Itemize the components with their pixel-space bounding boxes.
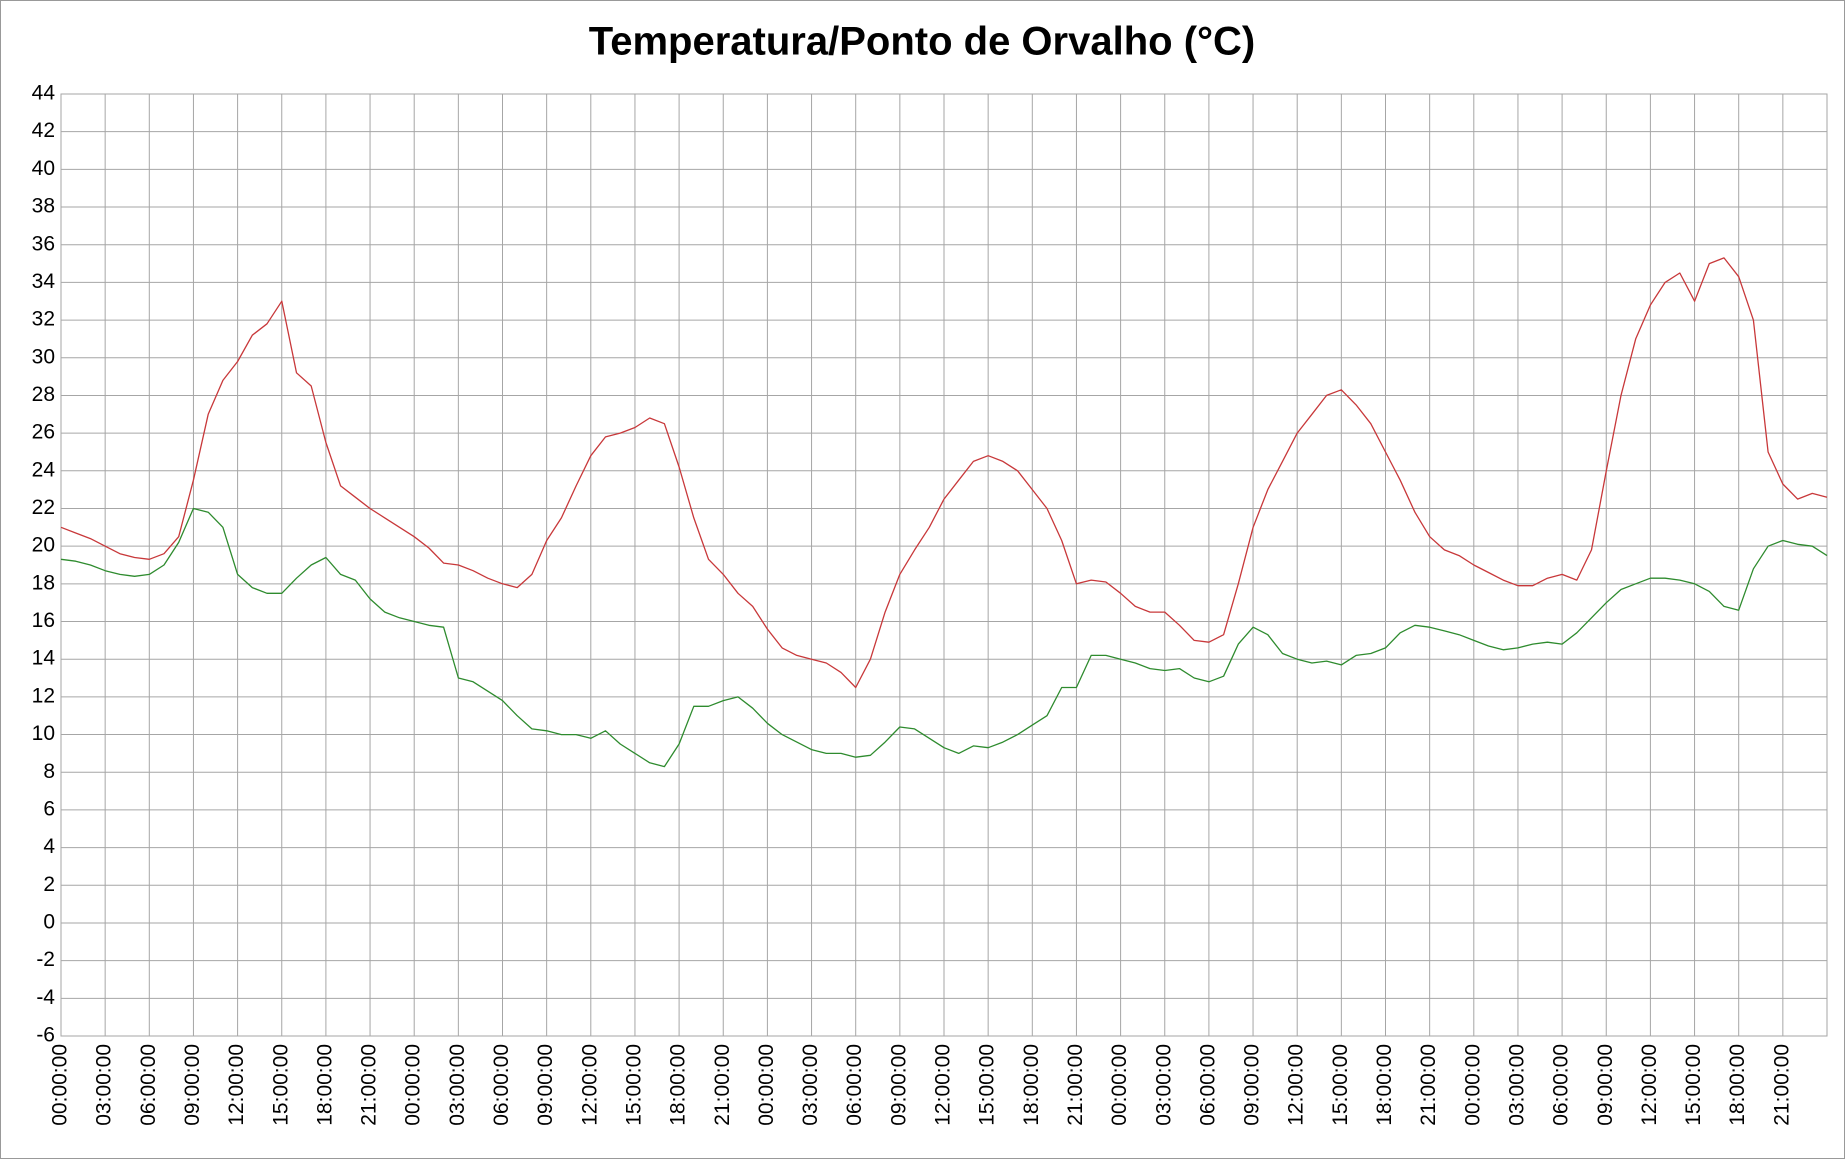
x-tick-label: 06:00:00 — [843, 1044, 866, 1126]
x-tick-label: 15:00:00 — [622, 1044, 645, 1126]
x-tick-label: 06:00:00 — [137, 1044, 160, 1126]
y-tick-label: 40 — [32, 157, 55, 180]
plot-border — [60, 93, 1828, 1037]
x-tick-label: 03:00:00 — [799, 1044, 822, 1126]
chart-title: Temperatura/Ponto de Orvalho (°C) — [589, 20, 1255, 64]
y-tick-label: -2 — [36, 948, 55, 971]
y-tick-label: 26 — [32, 421, 55, 444]
y-tick-label: 2 — [43, 873, 55, 896]
y-tick-label: 32 — [32, 308, 55, 331]
y-tick-label: 6 — [43, 797, 55, 820]
x-tick-label: 09:00:00 — [887, 1044, 910, 1126]
x-tick-label: 12:00:00 — [1285, 1044, 1308, 1126]
y-tick-label: 16 — [32, 609, 55, 632]
x-tick-label: 12:00:00 — [578, 1044, 601, 1126]
x-tick-label: 12:00:00 — [932, 1044, 955, 1126]
x-tick-label: 09:00:00 — [1241, 1044, 1264, 1126]
x-tick-label: 03:00:00 — [1152, 1044, 1175, 1126]
x-tick-label: 06:00:00 — [490, 1044, 513, 1126]
x-tick-label: 15:00:00 — [269, 1044, 292, 1126]
y-tick-label: 28 — [32, 383, 55, 406]
data-line — [60, 257, 1828, 689]
x-tick-label: 09:00:00 — [534, 1044, 557, 1126]
y-tick-label: 0 — [43, 911, 55, 934]
x-tick-label: 09:00:00 — [1594, 1044, 1617, 1126]
x-tick-label: 18:00:00 — [1373, 1044, 1396, 1126]
x-tick-label: 00:00:00 — [1108, 1044, 1131, 1126]
x-tick-label: 21:00:00 — [358, 1044, 381, 1126]
x-tick-label: 09:00:00 — [181, 1044, 204, 1126]
y-tick-label: 24 — [32, 458, 56, 481]
x-tick-label: 06:00:00 — [1550, 1044, 1573, 1126]
x-tick-label: 21:00:00 — [1417, 1044, 1440, 1126]
y-tick-label: 10 — [32, 722, 55, 745]
x-tick-label: 15:00:00 — [976, 1044, 999, 1126]
y-tick-label: 44 — [32, 82, 56, 105]
x-tick-label: 00:00:00 — [49, 1044, 72, 1126]
x-tick-label: 15:00:00 — [1329, 1044, 1352, 1126]
x-tick-label: 00:00:00 — [402, 1044, 425, 1126]
y-tick-label: 30 — [32, 345, 55, 368]
x-tick-label: 03:00:00 — [93, 1044, 116, 1126]
y-tick-label: -4 — [36, 986, 55, 1009]
y-tick-label: 42 — [32, 119, 55, 142]
y-tick-label: 12 — [32, 684, 55, 707]
y-tick-label: -6 — [36, 1024, 55, 1047]
y-tick-label: 4 — [43, 835, 55, 858]
x-tick-label: 18:00:00 — [1020, 1044, 1043, 1126]
y-tick-label: 38 — [32, 195, 55, 218]
y-tick-label: 36 — [32, 232, 55, 255]
x-tick-label: 00:00:00 — [1461, 1044, 1484, 1126]
y-tick-label: 22 — [32, 496, 55, 519]
y-tick-label: 14 — [32, 647, 56, 670]
data-line — [60, 507, 1828, 768]
y-tick-label: 18 — [32, 571, 55, 594]
x-tick-label: 18:00:00 — [313, 1044, 336, 1126]
x-tick-label: 18:00:00 — [1726, 1044, 1749, 1126]
x-tick-label: 03:00:00 — [446, 1044, 469, 1126]
x-tick-label: 00:00:00 — [755, 1044, 778, 1126]
y-tick-label: 20 — [32, 534, 55, 557]
x-tick-label: 21:00:00 — [711, 1044, 734, 1126]
x-tick-label: 18:00:00 — [667, 1044, 690, 1126]
x-tick-label: 03:00:00 — [1505, 1044, 1528, 1126]
x-tick-label: 15:00:00 — [1682, 1044, 1705, 1126]
x-tick-label: 21:00:00 — [1064, 1044, 1087, 1126]
y-tick-label: 8 — [43, 760, 55, 783]
x-tick-label: 21:00:00 — [1770, 1044, 1793, 1126]
x-tick-label: 12:00:00 — [1638, 1044, 1661, 1126]
x-tick-label: 06:00:00 — [1196, 1044, 1219, 1126]
y-tick-label: 34 — [32, 270, 56, 293]
x-tick-label: 12:00:00 — [225, 1044, 248, 1126]
